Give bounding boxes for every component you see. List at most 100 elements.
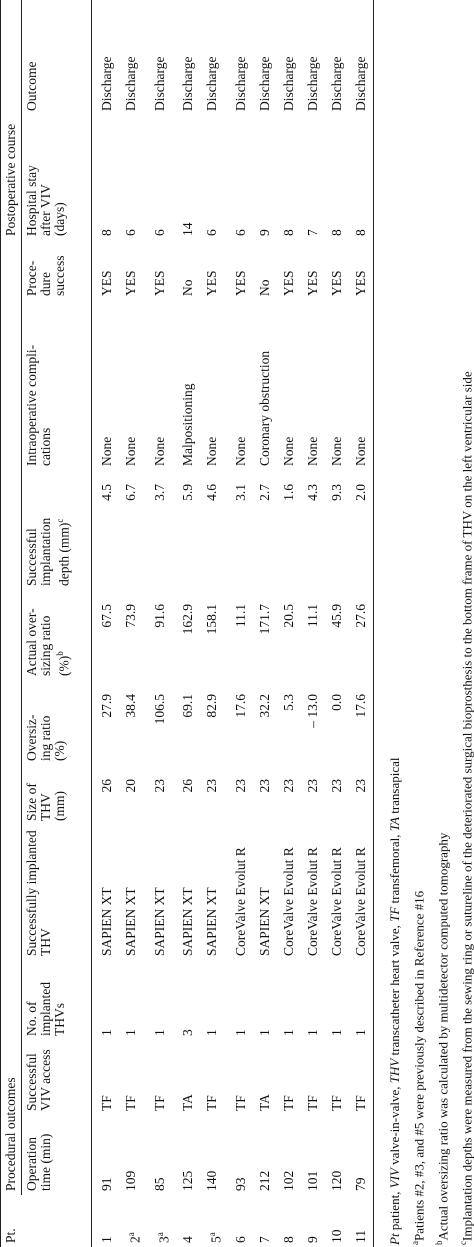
- cell-text: 0.0: [328, 694, 344, 711]
- cell: 79: [348, 1115, 373, 1195]
- cell: 9.3: [325, 470, 349, 590]
- cell: 9: [253, 115, 277, 240]
- cell-text: 73.9: [123, 604, 138, 628]
- cell: 5.9: [176, 470, 200, 590]
- cell: 1: [200, 960, 229, 1040]
- cell-text: Discharge: [123, 56, 138, 111]
- cell-text: 23: [304, 779, 320, 793]
- cell: No: [253, 240, 277, 300]
- cell: 27.6: [348, 590, 373, 680]
- cell-text: 1: [99, 1236, 114, 1243]
- abbr: Pt: [386, 1233, 402, 1245]
- cell-text: 1: [151, 1029, 167, 1036]
- column-header: Successfully implanted THV: [21, 825, 92, 960]
- cell-text: 4.6: [204, 484, 219, 501]
- data-row: 9 101 TF 1 CoreValve Evolut R 23 – 13.0 11.1 4.3…: [301, 0, 325, 1247]
- row-note-mark: a: [154, 1232, 165, 1237]
- footnote-mark: c: [458, 1241, 469, 1245]
- cell-text: 5: [208, 1236, 224, 1243]
- cell: 2.0: [348, 470, 373, 590]
- cell-text: 17.6: [352, 694, 368, 718]
- cell: 3.7: [148, 470, 177, 590]
- data-row: 5a 140 TF 1 SAPIEN XT 23 82.9 158.1 4.6 None YES 6 D…: [200, 0, 229, 1247]
- cell-text: 162.9: [180, 604, 195, 635]
- cell-text: 1: [352, 1029, 368, 1036]
- group-header: Procedural outcomes: [0, 239, 22, 1195]
- cell: 6: [119, 115, 148, 240]
- cell-text: 6: [151, 229, 167, 236]
- cell-text: 32.2: [256, 694, 272, 718]
- cell: 17.6: [229, 680, 253, 765]
- cell: TF: [301, 1040, 325, 1115]
- cell: 4.5: [92, 470, 120, 590]
- cell-text: 91.6: [151, 604, 167, 628]
- cell: None: [301, 300, 325, 470]
- cell: 7: [253, 1195, 277, 1247]
- cell: YES: [92, 240, 120, 300]
- cell-text: YES: [328, 270, 344, 296]
- column-header: Successful VIV access: [21, 1040, 92, 1115]
- cell: 101: [301, 1115, 325, 1195]
- cell-text: None: [151, 436, 167, 466]
- cell-text: 4.5: [99, 484, 114, 501]
- header-text: Successful VIV access: [24, 1049, 53, 1111]
- cell: TF: [277, 1040, 301, 1115]
- cell: 9: [301, 1195, 325, 1247]
- cell: 3a: [148, 1195, 177, 1247]
- cell: YES: [301, 240, 325, 300]
- header-text: Successful implantation depth (mm): [24, 517, 72, 586]
- cell: 102: [277, 1115, 301, 1195]
- cell-text: YES: [280, 270, 296, 296]
- cell-text: Discharge: [304, 56, 320, 111]
- cell-text: TF: [304, 1095, 320, 1111]
- cell: 6: [148, 115, 177, 240]
- header-text: Proce- dure success: [24, 255, 67, 297]
- cell-text: 82.9: [204, 694, 219, 718]
- cell: 125: [176, 1115, 200, 1195]
- cell: 23: [277, 765, 301, 825]
- cell: TF: [229, 1040, 253, 1115]
- cell: 1: [253, 960, 277, 1040]
- cell-text: Discharge: [151, 56, 167, 111]
- cell: CoreValve Evolut R: [277, 825, 301, 960]
- cell: TA: [253, 1040, 277, 1115]
- cell: 8: [348, 114, 373, 240]
- cell: 20: [119, 765, 148, 825]
- cell: 14: [176, 115, 200, 240]
- cell-text: SAPIEN XT: [99, 887, 114, 956]
- cell: Discharge: [253, 0, 277, 115]
- cell: 11.1: [301, 590, 325, 680]
- cell-text: SAPIEN XT: [151, 887, 167, 956]
- cell: Discharge: [176, 0, 200, 115]
- cell: None: [348, 300, 373, 470]
- cell: 93: [229, 1115, 253, 1195]
- cell-text: 6: [204, 229, 219, 236]
- cell: 1: [277, 960, 301, 1040]
- cell: 140: [200, 1115, 229, 1195]
- cell: 23: [148, 765, 177, 825]
- cell: 171.7: [253, 590, 277, 680]
- cell-text: CoreValve Evolut R: [328, 847, 344, 956]
- cell-text: CoreValve Evolut R: [304, 847, 320, 956]
- cell-text: 3: [180, 1029, 195, 1036]
- cell-text: No: [256, 279, 272, 297]
- cell: Discharge: [229, 0, 253, 115]
- cell: CoreValve Evolut R: [301, 825, 325, 960]
- data-row: 7 212 TA 1 SAPIEN XT 23 32.2 171.7 2.7 Coronary o…: [253, 0, 277, 1247]
- table-body: 1 91 TF 1 SAPIEN XT 26 27.9 67.5 4.5 None YES 8 Disc…: [92, 0, 373, 1247]
- cell: TF: [325, 1040, 349, 1115]
- cell: 45.9: [325, 590, 349, 680]
- cell: Discharge: [301, 0, 325, 115]
- header-text: Outcome: [24, 61, 39, 111]
- column-header: Actual over- sizing ratio (%)b: [21, 590, 92, 680]
- cell: CoreValve Evolut R: [348, 825, 373, 960]
- cell-text: 26: [99, 779, 114, 793]
- cell-text: Discharge: [99, 56, 114, 111]
- cell-text: 109: [123, 1170, 138, 1191]
- group-header: Postoperative course: [0, 0, 22, 240]
- cell-text: 11: [352, 1230, 368, 1243]
- cell-text: CoreValve Evolut R: [352, 847, 368, 956]
- cell-text: 93: [232, 1177, 248, 1192]
- cell-text: 23: [256, 779, 272, 793]
